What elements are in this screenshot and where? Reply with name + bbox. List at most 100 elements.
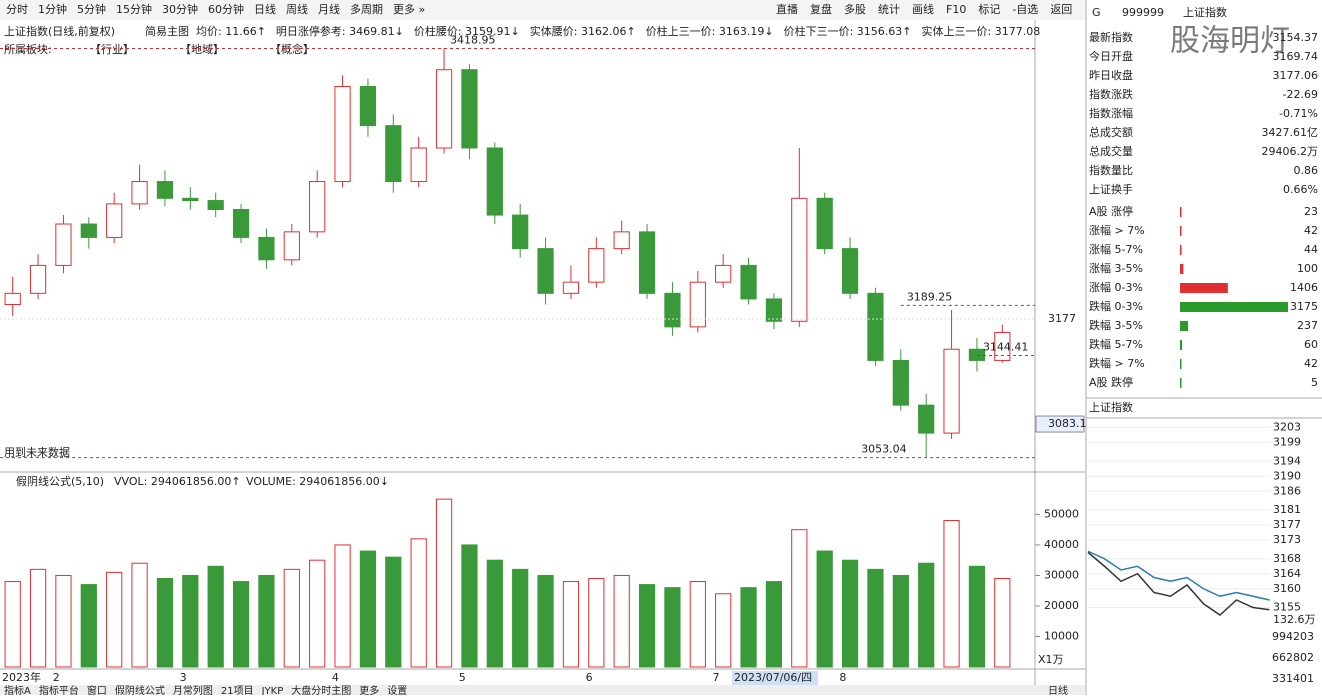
volume-bar [334, 544, 351, 668]
toolbar-item[interactable]: F10 [946, 3, 966, 16]
x-tick-label: 2023年 [2, 670, 41, 684]
volume-bar [765, 581, 783, 668]
y-tick-label: 3177 [1273, 518, 1301, 531]
volume-bar [512, 568, 529, 668]
toolbar-item[interactable]: 月线 [318, 2, 340, 16]
breadth-label: 跌幅 0-3% [1089, 299, 1143, 313]
breadth-label: 跌幅 > 7% [1089, 356, 1145, 370]
quote-label: 指数涨幅 [1089, 106, 1133, 120]
breadth-bar [1180, 321, 1189, 331]
candle-body [664, 292, 681, 328]
toolbar-item[interactable]: 分时 [6, 3, 28, 16]
x-tick-label: 2 [53, 671, 60, 684]
toolbar-item[interactable]: 多股 [844, 2, 866, 16]
breadth-value: 60 [1304, 338, 1318, 351]
toolbar-item[interactable]: 30分钟 [162, 2, 198, 16]
candle-body [334, 85, 351, 183]
candle-body [309, 181, 326, 233]
y-tick-label: 3164 [1273, 567, 1301, 580]
quote-value: 0.66% [1283, 183, 1318, 196]
tab[interactable]: 更多 [359, 684, 379, 697]
candle-body [816, 197, 833, 250]
quote-label: 今日开盘 [1089, 49, 1133, 63]
tab[interactable]: 窗口 [87, 684, 107, 697]
candle-body [182, 197, 199, 202]
volume-bar [638, 584, 656, 668]
annotation: 3144.41 [983, 340, 1029, 353]
volume-bar [461, 544, 478, 668]
tab[interactable]: 大盘分时主图 [291, 684, 351, 697]
y-tick-label: 30000 [1044, 568, 1079, 581]
quote-name: 上证指数 [1183, 5, 1227, 19]
quote-code: 999999 [1122, 6, 1164, 19]
info-item: 均价: 11.66↑ [196, 25, 266, 38]
candle-body [29, 264, 47, 294]
tab[interactable]: 21项目 [221, 685, 254, 697]
toolbar-item[interactable]: 5分钟 [77, 2, 106, 16]
candle-body [410, 147, 427, 183]
volume-bar [968, 565, 986, 668]
candle-body [791, 197, 808, 322]
candle-body [562, 281, 580, 294]
tab[interactable]: 设置 [387, 685, 407, 697]
x-tick-label: 4 [332, 671, 339, 684]
annotation: 3189.25 [907, 290, 953, 303]
candle-body [867, 292, 884, 361]
candle-body [359, 85, 377, 127]
toolbar-item[interactable]: 复盘 [810, 2, 832, 16]
toolbar-item[interactable]: 画线 [912, 2, 934, 16]
intraday-title: 上证指数 [1089, 400, 1133, 414]
toolbar-item[interactable]: 日线 [254, 2, 276, 16]
candle-body [841, 248, 859, 294]
candle-body [486, 147, 503, 216]
toolbar-item[interactable]: 统计 [878, 3, 900, 16]
sector: 【地域】 [180, 43, 224, 56]
tab[interactable]: 假阴线公式 [115, 684, 165, 697]
quote-value: 29406.2万 [1262, 145, 1319, 158]
quote-value: 3177.06 [1273, 69, 1319, 82]
x-tick-label: 7 [713, 671, 720, 684]
candle-body [715, 264, 732, 283]
breadth-bar [1180, 283, 1228, 293]
y-tick-label: 3181 [1273, 503, 1301, 516]
candle-body [4, 292, 21, 306]
toolbar-item[interactable]: 直播 [776, 2, 798, 16]
intraday-line [1087, 550, 1270, 601]
breadth-value: 23 [1304, 205, 1318, 218]
quote-g: G [1092, 6, 1101, 19]
volume-bar [182, 574, 199, 668]
breadth-bar [1180, 302, 1288, 312]
y-tick-label: 3168 [1273, 552, 1301, 565]
toolbar-item[interactable]: 周线 [286, 2, 308, 16]
toolbar-item[interactable]: -自选 [1012, 3, 1038, 16]
toolbar-item[interactable]: 多周期 [350, 2, 383, 16]
volume-bar [918, 562, 935, 668]
volume-bar [410, 538, 427, 668]
info-item: 实体腰价: 3162.06↑ [530, 24, 636, 38]
volume-bar [385, 556, 402, 668]
volume-bar [715, 593, 732, 668]
vol-title: 假阴线公式(5,10) [16, 474, 104, 488]
breadth-bar [1180, 245, 1182, 255]
tab[interactable]: 月常列图 [173, 684, 213, 697]
breadth-value: 42 [1304, 357, 1318, 370]
toolbar-item[interactable]: 标记 [978, 2, 1000, 16]
toolbar-item[interactable]: 1分钟 [38, 2, 67, 16]
toolbar-item[interactable]: 60分钟 [208, 2, 244, 16]
toolbar-item[interactable]: 15分钟 [116, 2, 152, 16]
annotation: 3053.04 [861, 443, 907, 456]
toolbar-item[interactable]: 返回 [1050, 3, 1072, 16]
y-tick-label: 3083.1 [1048, 417, 1087, 430]
tab[interactable]: 指标平台 [39, 684, 79, 697]
y-tick-label: 3177 [1048, 312, 1076, 325]
sector: 【行业】 [90, 43, 134, 56]
tab[interactable]: 日线 [1048, 684, 1068, 697]
tab[interactable]: 指标A [4, 684, 31, 697]
tab[interactable]: JYKP [261, 686, 284, 697]
volume-bar [943, 520, 960, 668]
volume-bar [156, 578, 174, 668]
breadth-bar [1180, 207, 1182, 217]
volume-bar [435, 498, 453, 668]
volume-bar [664, 587, 681, 668]
toolbar-item[interactable]: 更多 » [393, 2, 425, 16]
